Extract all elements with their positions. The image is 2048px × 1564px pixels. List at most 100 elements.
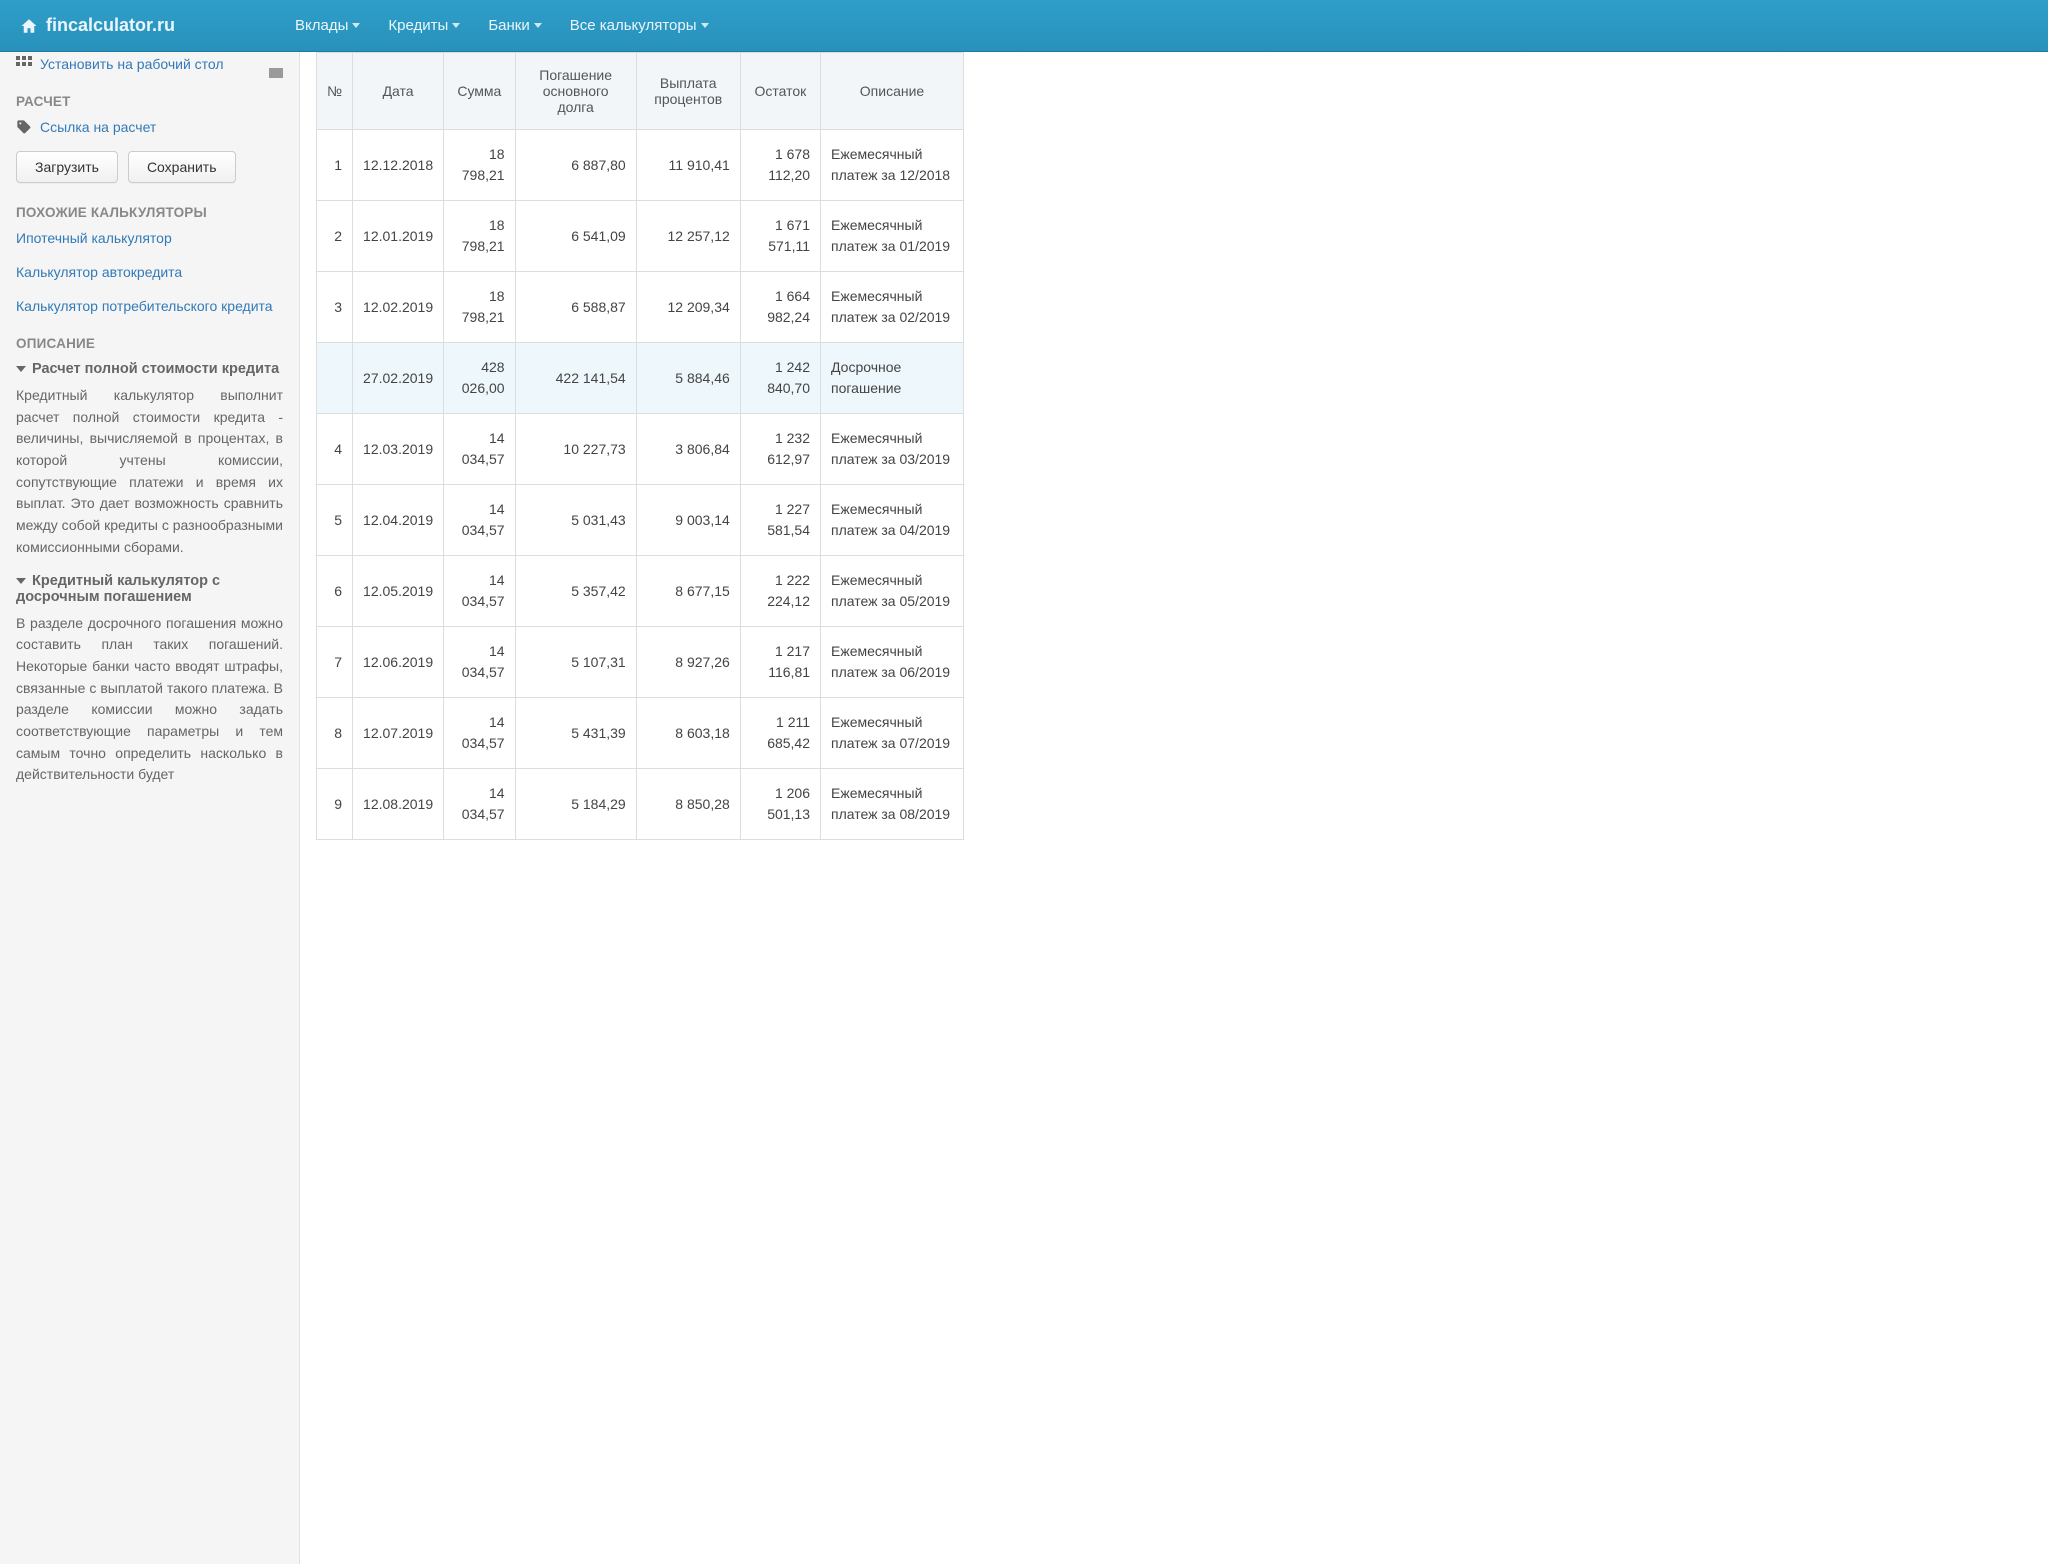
- table-row: 712.06.201914 034,575 107,318 927,261 21…: [317, 627, 964, 698]
- section-heading-calc: РАСЧЕТ: [16, 94, 283, 109]
- cell-princ: 5 107,31: [515, 627, 636, 698]
- cell-desc: Досрочное погашение: [821, 343, 964, 414]
- grid-icon: [16, 56, 32, 72]
- cell-date: 12.03.2019: [353, 414, 444, 485]
- cell-date: 27.02.2019: [353, 343, 444, 414]
- calc-link-row: Ссылка на расчет: [16, 119, 283, 135]
- table-row: 812.07.201914 034,575 431,398 603,181 21…: [317, 698, 964, 769]
- cell-desc: Ежемесячный платеж за 07/2019: [821, 698, 964, 769]
- sidebar: Установить на рабочий стол РАСЧЕТ Ссылка…: [0, 52, 300, 1564]
- payments-table: № Дата Сумма Погашение основного долга В…: [316, 52, 964, 840]
- table-row: 27.02.2019428 026,00422 141,545 884,461 …: [317, 343, 964, 414]
- cell-princ: 5 184,29: [515, 769, 636, 840]
- similar-link-mortgage[interactable]: Ипотечный калькулятор: [16, 230, 172, 246]
- cell-rem: 1 206 501,13: [740, 769, 820, 840]
- chevron-down-icon: [352, 23, 360, 28]
- load-button[interactable]: Загрузить: [16, 151, 118, 183]
- cell-sum: 428 026,00: [444, 343, 515, 414]
- cell-princ: 6 588,87: [515, 272, 636, 343]
- cell-idx: 9: [317, 769, 353, 840]
- save-button[interactable]: Сохранить: [128, 151, 236, 183]
- calc-link[interactable]: Ссылка на расчет: [40, 119, 156, 135]
- install-row: Установить на рабочий стол: [16, 56, 283, 72]
- cell-rem: 1 211 685,42: [740, 698, 820, 769]
- similar-link-autocredit[interactable]: Калькулятор автокредита: [16, 264, 182, 280]
- cell-desc: Ежемесячный платеж за 05/2019: [821, 556, 964, 627]
- cell-desc: Ежемесячный платеж за 08/2019: [821, 769, 964, 840]
- cell-sum: 14 034,57: [444, 556, 515, 627]
- cell-date: 12.06.2019: [353, 627, 444, 698]
- chevron-down-icon: [452, 23, 460, 28]
- cell-intr: 12 209,34: [636, 272, 740, 343]
- cell-desc: Ежемесячный платеж за 03/2019: [821, 414, 964, 485]
- cell-sum: 14 034,57: [444, 485, 515, 556]
- chevron-down-icon: [701, 23, 709, 28]
- table-row: 112.12.201818 798,216 887,8011 910,411 6…: [317, 130, 964, 201]
- nav-item-credits[interactable]: Кредиты: [388, 17, 460, 34]
- nav-label: Банки: [488, 17, 529, 34]
- nav-item-deposits[interactable]: Вклады: [295, 17, 360, 34]
- cell-date: 12.12.2018: [353, 130, 444, 201]
- desc1-title-text: Расчет полной стоимости кредита: [32, 361, 279, 377]
- table-row: 212.01.201918 798,216 541,0912 257,121 6…: [317, 201, 964, 272]
- desc2-title[interactable]: Кредитный калькулятор с досрочным погаше…: [16, 573, 283, 605]
- cell-intr: 3 806,84: [636, 414, 740, 485]
- navbar: fincalculator.ru Вклады Кредиты Банки Вс…: [0, 0, 2048, 52]
- col-idx: №: [317, 53, 353, 130]
- brand-text: fincalculator.ru: [46, 15, 175, 36]
- cell-idx: 8: [317, 698, 353, 769]
- similar-link-consumer[interactable]: Калькулятор потребительского кредита: [16, 298, 273, 314]
- nav-label: Кредиты: [388, 17, 448, 34]
- cell-idx: 2: [317, 201, 353, 272]
- col-desc: Описание: [821, 53, 964, 130]
- nav-item-banks[interactable]: Банки: [488, 17, 541, 34]
- section-heading-similar: ПОХОЖИЕ КАЛЬКУЛЯТОРЫ: [16, 205, 283, 220]
- cell-princ: 5 357,42: [515, 556, 636, 627]
- install-link[interactable]: Установить на рабочий стол: [40, 56, 224, 72]
- content: № Дата Сумма Погашение основного долга В…: [300, 52, 980, 1564]
- home-icon: [20, 17, 38, 35]
- desc2-title-text: Кредитный калькулятор с досрочным погаше…: [16, 573, 220, 605]
- desc2-body: В разделе досрочного погашения можно сос…: [16, 613, 283, 787]
- cell-intr: 11 910,41: [636, 130, 740, 201]
- cell-desc: Ежемесячный платеж за 02/2019: [821, 272, 964, 343]
- cell-princ: 5 431,39: [515, 698, 636, 769]
- chevron-down-icon: [534, 23, 542, 28]
- cell-rem: 1 217 116,81: [740, 627, 820, 698]
- cell-sum: 14 034,57: [444, 627, 515, 698]
- triangle-down-icon: [16, 578, 26, 584]
- nav-label: Вклады: [295, 17, 348, 34]
- tag-icon: [16, 119, 32, 135]
- cell-rem: 1 227 581,54: [740, 485, 820, 556]
- table-row: 312.02.201918 798,216 588,8712 209,341 6…: [317, 272, 964, 343]
- desc1-body: Кредитный калькулятор выполнит расчет по…: [16, 385, 283, 559]
- cell-sum: 14 034,57: [444, 414, 515, 485]
- table-row: 512.04.201914 034,575 031,439 003,141 22…: [317, 485, 964, 556]
- cell-sum: 18 798,21: [444, 272, 515, 343]
- cell-date: 12.07.2019: [353, 698, 444, 769]
- desc1-title[interactable]: Расчет полной стоимости кредита: [16, 361, 283, 377]
- cell-idx: 5: [317, 485, 353, 556]
- cell-intr: 5 884,46: [636, 343, 740, 414]
- cell-intr: 8 850,28: [636, 769, 740, 840]
- button-row: Загрузить Сохранить: [16, 151, 283, 183]
- nav-item-all-calculators[interactable]: Все калькуляторы: [570, 17, 709, 34]
- cell-intr: 12 257,12: [636, 201, 740, 272]
- col-interest: Выплата процентов: [636, 53, 740, 130]
- cell-rem: 1 242 840,70: [740, 343, 820, 414]
- cell-sum: 18 798,21: [444, 130, 515, 201]
- cell-idx: 1: [317, 130, 353, 201]
- col-remain: Остаток: [740, 53, 820, 130]
- col-principal: Погашение основного долга: [515, 53, 636, 130]
- cell-rem: 1 222 224,12: [740, 556, 820, 627]
- cell-intr: 8 677,15: [636, 556, 740, 627]
- cell-date: 12.08.2019: [353, 769, 444, 840]
- cell-rem: 1 678 112,20: [740, 130, 820, 201]
- nav-menu: Вклады Кредиты Банки Все калькуляторы: [295, 17, 708, 34]
- cell-date: 12.02.2019: [353, 272, 444, 343]
- cell-princ: 6 887,80: [515, 130, 636, 201]
- cell-date: 12.04.2019: [353, 485, 444, 556]
- brand[interactable]: fincalculator.ru: [20, 15, 175, 36]
- col-date: Дата: [353, 53, 444, 130]
- cell-princ: 5 031,43: [515, 485, 636, 556]
